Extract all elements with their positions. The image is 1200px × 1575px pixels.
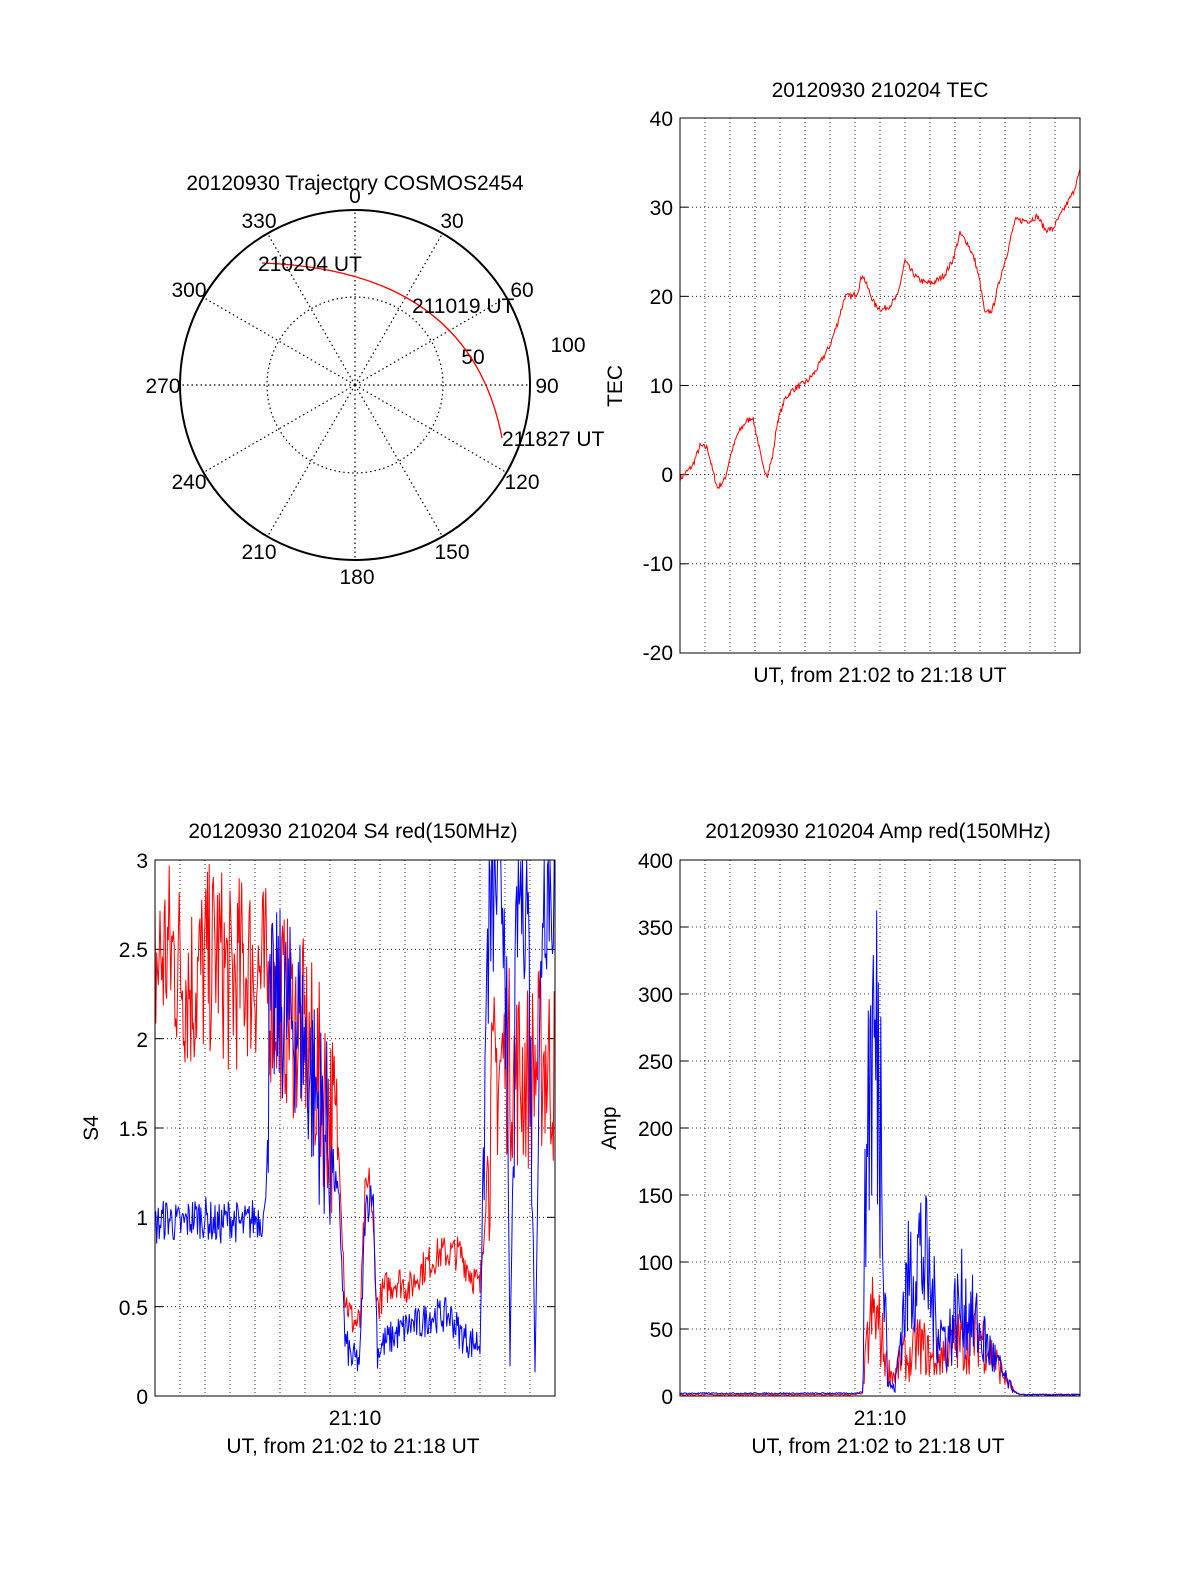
tec-series-group xyxy=(679,169,1081,489)
s4-ytick-label: 3 xyxy=(136,850,148,873)
s4-xtick-label: 21:10 xyxy=(329,1407,382,1430)
tec-ytick-label: 10 xyxy=(650,375,673,398)
tec-title: 20120930 210204 TEC xyxy=(772,79,989,102)
polar-spoke xyxy=(354,384,444,537)
amp-series-line xyxy=(679,1276,1081,1397)
amp-ylabel: Amp xyxy=(598,1106,621,1149)
az-label-150: 150 xyxy=(434,541,469,564)
amp-ytick-label: 200 xyxy=(638,1118,673,1141)
s4-ytick-label: 2 xyxy=(136,1029,148,1052)
amp-ytick-label: 100 xyxy=(638,1252,673,1275)
amp-series-group xyxy=(679,910,1081,1397)
amp-ytick-label: 150 xyxy=(638,1185,673,1208)
az-label-90: 90 xyxy=(535,375,558,398)
tec-ytick-label: -20 xyxy=(643,642,673,665)
tec-panel: 20120930 210204 TEC -20 -10 0 10 20 30 4… xyxy=(604,79,1081,687)
s4-xlabel: UT, from 21:02 to 21:18 UT xyxy=(226,1435,479,1458)
s4-series-group xyxy=(154,859,556,1373)
s4-panel: 20120930 210204 S4 red(150MHz) 0 0.5 1 1… xyxy=(80,820,556,1458)
amp-series-line xyxy=(679,910,1081,1397)
polar-title: 20120930 Trajectory COSMOS2454 xyxy=(186,172,524,195)
s4-y-tick-labels: 0 0.5 1 1.5 2 2.5 3 xyxy=(119,850,148,1409)
amp-ytick-label: 400 xyxy=(638,850,673,873)
tec-y-tick-labels: -20 -10 0 10 20 30 40 xyxy=(643,108,673,665)
trajectory-start-label: 210204 UT xyxy=(258,253,362,276)
amp-panel: 20120930 210204 Amp red(150MHz) 0 50 100… xyxy=(598,820,1081,1458)
az-label-120: 120 xyxy=(504,471,539,494)
az-label-240: 240 xyxy=(171,471,206,494)
s4-ytick-label: 0.5 xyxy=(119,1297,148,1320)
az-label-0: 0 xyxy=(349,185,361,208)
elev-label-100: 100 xyxy=(550,334,585,357)
tec-grid xyxy=(680,117,1080,654)
s4-plot-frame xyxy=(154,859,556,1397)
amp-ytick-label: 350 xyxy=(638,917,673,940)
s4-title: 20120930 210204 S4 red(150MHz) xyxy=(188,820,517,843)
az-label-180: 180 xyxy=(339,566,374,589)
amp-title: 20120930 210204 Amp red(150MHz) xyxy=(705,820,1051,843)
tec-ytick-label: 0 xyxy=(661,464,673,487)
az-label-300: 300 xyxy=(171,279,206,302)
polar-spoke xyxy=(203,296,356,386)
tec-plot-frame xyxy=(679,117,1081,654)
amp-ytick-label: 250 xyxy=(638,1051,673,1074)
tec-ytick-label: 20 xyxy=(650,286,673,309)
amp-xtick-label: 21:10 xyxy=(854,1407,907,1430)
polar-outer-circle xyxy=(179,209,531,561)
tec-ytick-label: 40 xyxy=(650,108,673,131)
trajectory-track xyxy=(261,262,503,439)
amp-ytick-label: 0 xyxy=(661,1386,673,1409)
polar-azimuth-labels: 0 30 60 90 120 150 180 210 240 270 300 3… xyxy=(145,185,558,589)
s4-ytick-label: 2.5 xyxy=(119,939,148,962)
az-label-210: 210 xyxy=(241,541,276,564)
az-label-30: 30 xyxy=(440,210,463,233)
amp-ytick-label: 50 xyxy=(650,1319,673,1342)
tec-ytick-label: 30 xyxy=(650,197,673,220)
amp-plot-frame xyxy=(679,859,1081,1397)
amp-ytick-label: 300 xyxy=(638,984,673,1007)
polar-panel: 20120930 Trajectory COSMOS2454 0 30 60 9… xyxy=(145,172,604,589)
trajectory-mid-label: 211019 UT xyxy=(412,295,515,318)
az-label-270: 270 xyxy=(145,375,180,398)
s4-ytick-label: 1.5 xyxy=(119,1118,148,1141)
amp-y-tick-labels: 0 50 100 150 200 250 300 350 400 xyxy=(638,850,673,1409)
s4-ytick-label: 1 xyxy=(136,1207,148,1230)
s4-series-line xyxy=(154,863,556,1333)
tec-ytick-label: -10 xyxy=(643,553,673,576)
polar-inner-circle xyxy=(266,296,444,474)
tec-ylabel: TEC xyxy=(604,365,627,407)
trajectory-end-label: 211827 UT xyxy=(502,428,605,451)
tec-series-line xyxy=(679,169,1081,489)
az-label-330: 330 xyxy=(241,210,276,233)
tec-xlabel: UT, from 21:02 to 21:18 UT xyxy=(753,664,1006,687)
s4-ylabel: S4 xyxy=(80,1115,103,1141)
az-label-60: 60 xyxy=(510,279,533,302)
amp-xlabel: UT, from 21:02 to 21:18 UT xyxy=(751,1435,1004,1458)
s4-ytick-label: 0 xyxy=(136,1386,148,1409)
s4-series-line xyxy=(154,859,556,1373)
polar-spoke xyxy=(266,384,356,537)
